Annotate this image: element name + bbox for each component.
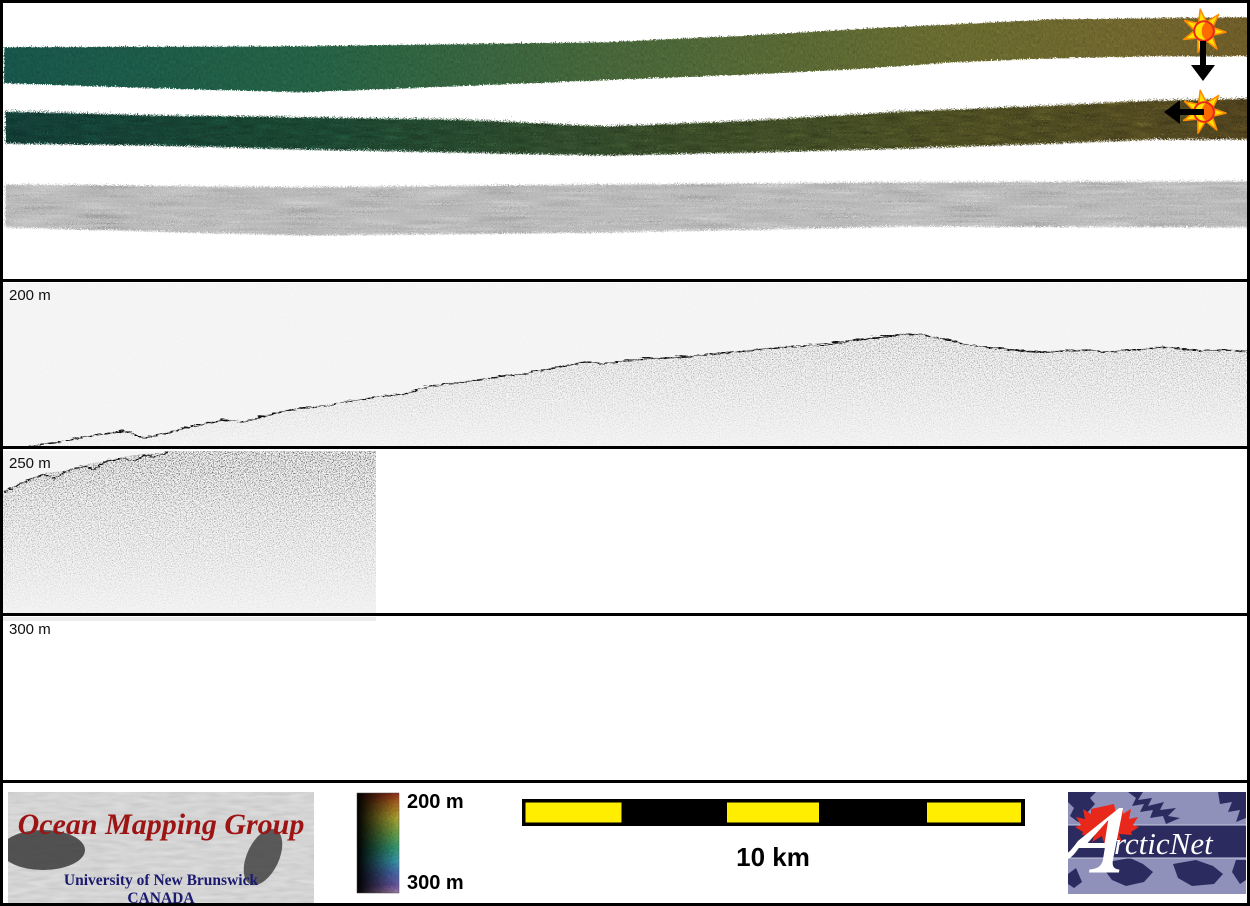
svg-text:200 m: 200 m — [9, 287, 51, 304]
svg-text:200 m: 200 m — [407, 791, 464, 813]
svg-text:University of New Brunswick: University of New Brunswick — [64, 872, 259, 889]
svg-text:300 m: 300 m — [9, 621, 51, 638]
svg-text:10 km: 10 km — [736, 842, 810, 872]
svg-text:rcticNet: rcticNet — [1114, 826, 1214, 861]
svg-text:300 m: 300 m — [407, 872, 464, 894]
svg-text:250 m: 250 m — [9, 455, 51, 472]
svg-text:Ocean Mapping Group: Ocean Mapping Group — [18, 808, 305, 841]
svg-text:CANADA: CANADA — [127, 890, 195, 906]
